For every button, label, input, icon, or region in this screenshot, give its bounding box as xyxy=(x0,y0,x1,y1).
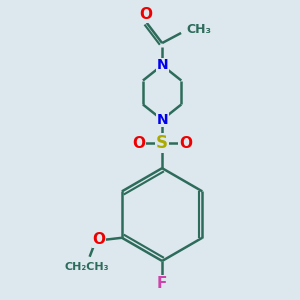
Text: CH₃: CH₃ xyxy=(186,23,211,36)
Text: O: O xyxy=(179,136,192,151)
Text: N: N xyxy=(156,113,168,127)
Text: F: F xyxy=(157,276,167,291)
Text: CH₂CH₃: CH₂CH₃ xyxy=(64,262,109,272)
Text: N: N xyxy=(156,58,168,72)
Text: O: O xyxy=(92,232,105,247)
Text: O: O xyxy=(132,136,145,151)
Text: O: O xyxy=(140,7,152,22)
Text: S: S xyxy=(156,134,168,152)
